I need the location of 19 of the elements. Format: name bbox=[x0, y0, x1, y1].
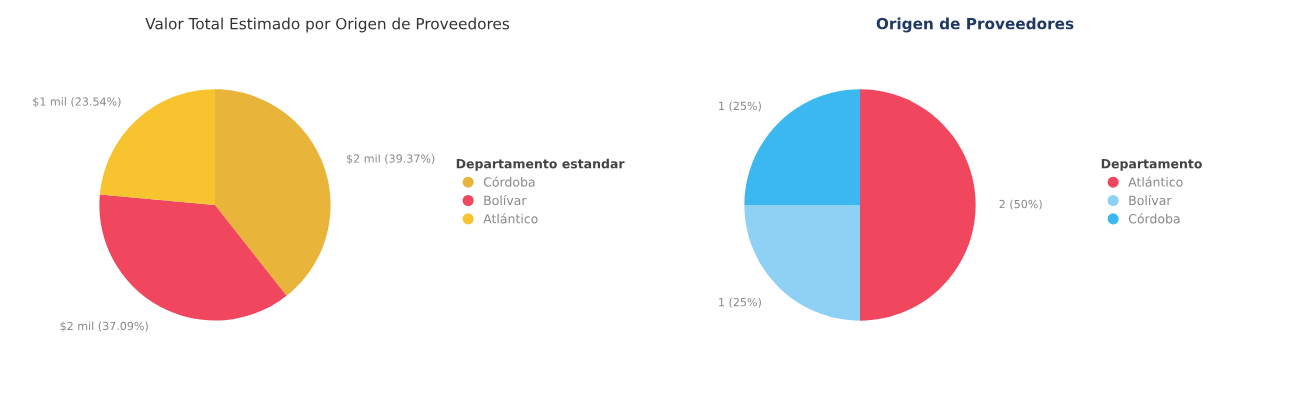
chart-title: Valor Total Estimado por Origen de Proveedores bbox=[145, 17, 510, 33]
legend-label: Córdoba bbox=[483, 176, 535, 187]
data-label: $1 mil (23.54%) bbox=[33, 97, 121, 108]
data-label: $2 mil (39.37%) bbox=[347, 154, 435, 165]
legend-label: Córdoba bbox=[1128, 213, 1180, 224]
data-label: 1 (25%) bbox=[719, 297, 761, 308]
data-label: $2 mil (37.09%) bbox=[60, 321, 148, 332]
pie-slice bbox=[860, 89, 976, 321]
legend-title: Departamento bbox=[1101, 159, 1202, 171]
legend-label: Bolívar bbox=[484, 194, 527, 206]
legend-label: Bolívar bbox=[1129, 194, 1172, 206]
data-label: 2 (50%) bbox=[999, 199, 1042, 210]
chart-title: Origen de Proveedores bbox=[876, 17, 1074, 33]
pie-slice bbox=[99, 194, 287, 321]
legend-label: Atlántico bbox=[1128, 176, 1183, 187]
pie-slice bbox=[215, 89, 331, 296]
legend-label: Atlántico bbox=[483, 213, 538, 224]
data-label: 1 (25%) bbox=[719, 101, 761, 112]
legend-title: Departamento estandar bbox=[456, 158, 625, 171]
